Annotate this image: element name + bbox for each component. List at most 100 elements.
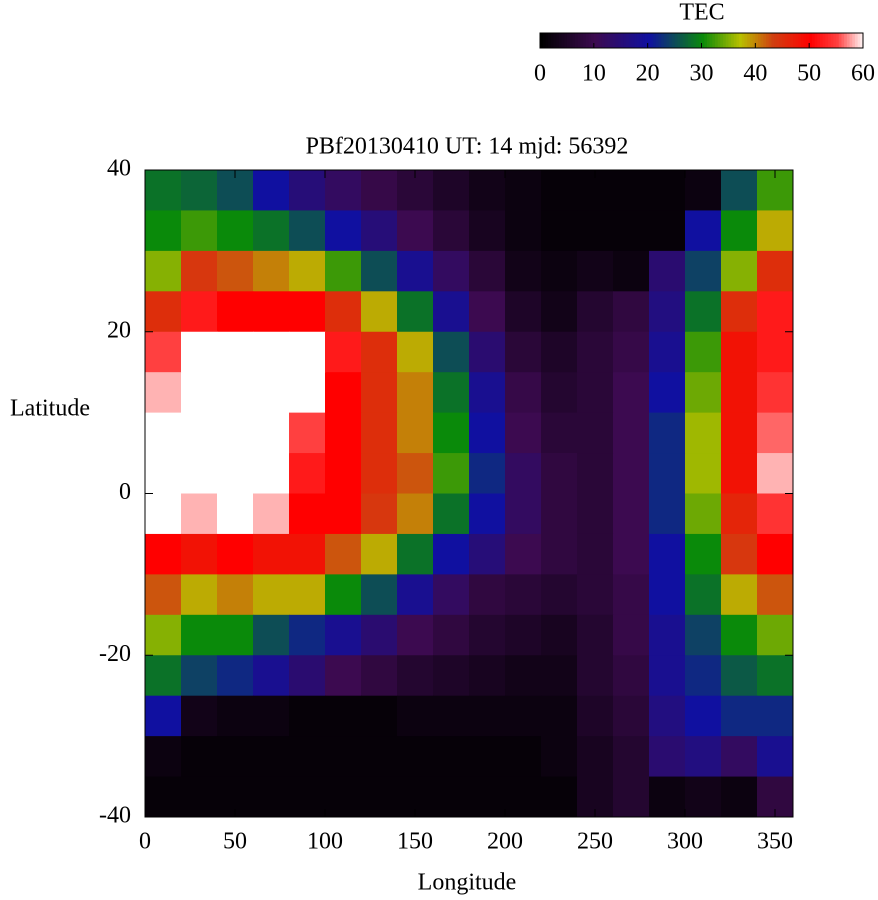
heatmap-cell	[145, 453, 182, 494]
heatmap-cell	[721, 695, 758, 737]
heatmap-cell	[217, 655, 254, 697]
heatmap-cell	[361, 372, 398, 414]
colorbar-swatch	[811, 33, 816, 48]
heatmap-cell	[649, 493, 686, 535]
heatmap-cell	[721, 412, 758, 454]
chart-title: PBf20130410 UT: 14 mjd: 56392	[306, 134, 629, 160]
x-tick-label: 0	[139, 829, 151, 855]
heatmap-cell	[577, 453, 614, 494]
colorbar-swatch	[550, 33, 555, 48]
heatmap-cell	[685, 372, 722, 414]
colorbar-swatch	[741, 33, 746, 48]
heatmap-cell	[469, 453, 506, 494]
heatmap-cell	[217, 412, 254, 454]
heatmap-cell	[433, 412, 470, 454]
heatmap-cell	[433, 655, 470, 697]
colorbar-swatch	[774, 33, 778, 48]
colorbar-swatch	[564, 33, 568, 48]
x-tick-label: 100	[307, 829, 343, 855]
heatmap-cell	[649, 695, 686, 737]
heatmap-cell	[649, 331, 686, 373]
colorbar-swatch	[701, 33, 705, 48]
heatmap-cell	[505, 170, 542, 211]
colorbar-swatch	[728, 33, 732, 48]
colorbar-swatch	[666, 33, 670, 48]
colorbar-swatch	[819, 33, 824, 48]
heatmap-cell	[757, 291, 794, 333]
heatmap-cell	[469, 776, 506, 818]
heatmap-cell	[541, 291, 578, 333]
colorbar-swatch	[704, 33, 708, 48]
colorbar-swatch	[779, 33, 783, 48]
heatmap-cell	[253, 372, 290, 414]
heatmap-cell	[289, 776, 326, 818]
heatmap-cell	[721, 291, 758, 333]
colorbar-swatch	[671, 33, 676, 48]
heatmap-cell	[613, 736, 650, 778]
heatmap-cell	[757, 614, 794, 656]
colorbar-swatch	[682, 33, 686, 48]
colorbar-swatch	[836, 33, 840, 48]
heatmap-cell	[145, 655, 182, 697]
colorbar-swatch	[561, 33, 565, 48]
colorbar-swatch	[798, 33, 802, 48]
heatmap-cell	[649, 776, 686, 818]
heatmap-cell	[577, 250, 614, 292]
heatmap-cell	[757, 695, 794, 737]
heatmap-cell	[613, 533, 650, 575]
heatmap-cell	[397, 533, 434, 575]
heatmap-cell	[361, 493, 398, 535]
heatmap-cell	[181, 614, 218, 656]
heatmap-cell	[469, 614, 506, 656]
heatmap-cell	[613, 291, 650, 333]
colorbar-swatch	[596, 33, 600, 48]
heatmap-cell	[217, 493, 254, 535]
colorbar-swatch	[593, 33, 598, 48]
heatmap-cell	[613, 453, 650, 494]
heatmap-cell	[613, 412, 650, 454]
colorbar-swatch	[599, 33, 603, 48]
heatmap-cell	[649, 210, 686, 252]
heatmap-cell	[253, 453, 290, 494]
heatmap-cell	[145, 614, 182, 656]
colorbar-swatch	[650, 33, 654, 48]
heatmap-cell	[181, 170, 218, 211]
colorbar-swatch	[677, 33, 681, 48]
heatmap-cell	[217, 453, 254, 494]
colorbar-swatch	[569, 33, 573, 48]
heatmap-cell	[181, 776, 218, 818]
colorbar-swatch	[601, 33, 606, 48]
colorbar-swatch	[620, 33, 625, 48]
heatmap-cell	[433, 372, 470, 414]
heatmap-cell	[541, 776, 578, 818]
colorbar-swatch	[784, 33, 789, 48]
heatmap-cell	[145, 250, 182, 292]
heatmap-cell	[685, 210, 722, 252]
heatmap-cell	[361, 655, 398, 697]
heatmap-cell	[469, 493, 506, 535]
colorbar-swatch	[844, 33, 848, 48]
heatmap-cell	[253, 493, 290, 535]
heatmap-cells	[145, 170, 794, 818]
colorbar-swatch	[542, 33, 546, 48]
colorbar-swatch	[771, 33, 775, 48]
heatmap-cell	[433, 291, 470, 333]
heatmap-cell	[145, 736, 182, 778]
colorbar-swatch	[706, 33, 711, 48]
heatmap-cell	[181, 412, 218, 454]
colorbar-swatch	[612, 33, 616, 48]
colorbar-swatch	[623, 33, 627, 48]
heatmap-cell	[541, 412, 578, 454]
x-tick-label: 150	[397, 829, 433, 855]
heatmap-cell	[253, 412, 290, 454]
heatmap-cell	[541, 695, 578, 737]
colorbar-swatch	[803, 33, 808, 48]
colorbar-swatch	[566, 33, 571, 48]
heatmap-cell	[685, 776, 722, 818]
colorbar-swatch	[860, 33, 864, 48]
heatmap-cell	[145, 776, 182, 818]
heatmap-cell	[433, 614, 470, 656]
heatmap-cell	[649, 250, 686, 292]
heatmap-cell	[541, 170, 578, 211]
heatmap-cell	[685, 695, 722, 737]
